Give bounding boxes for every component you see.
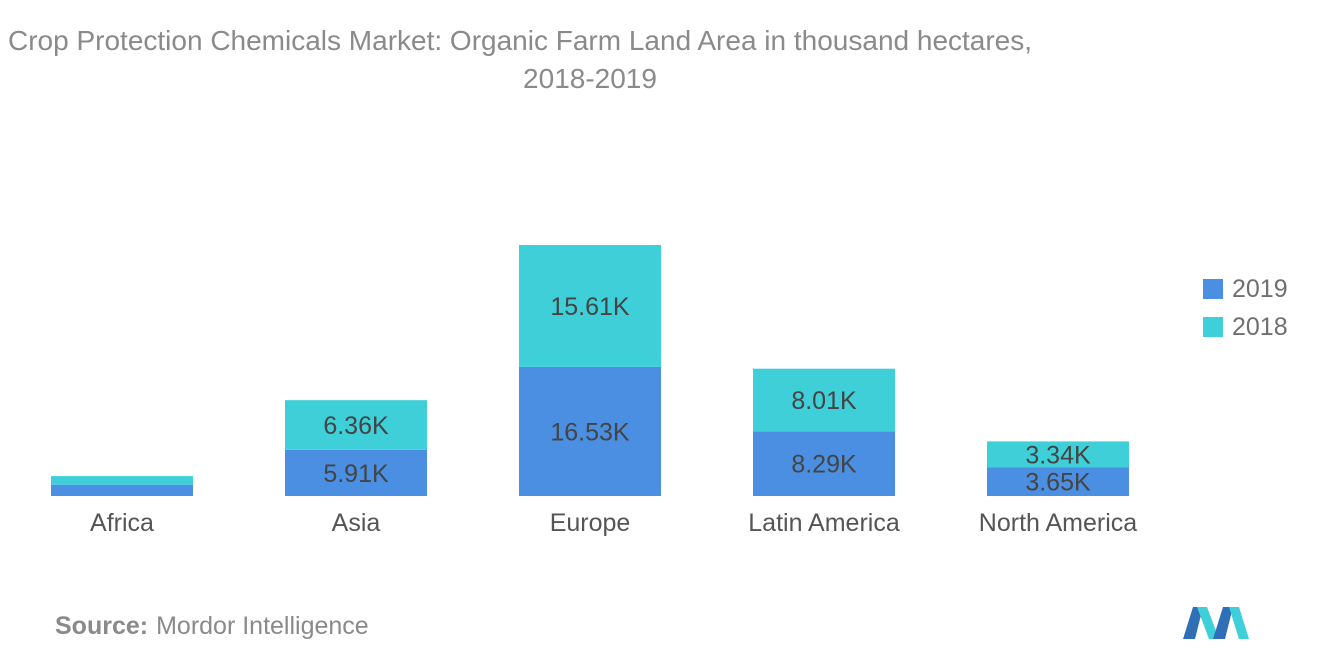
source-text: Mordor Intelligence	[156, 612, 369, 640]
data-label-2019-latin-america: 8.29K	[791, 451, 857, 479]
mordor-intelligence-logo-icon	[1183, 607, 1249, 639]
bar-2019-asia[interactable]	[285, 449, 427, 496]
source-label: Source:	[55, 612, 149, 640]
legend-label-2018: 2018	[1232, 312, 1288, 341]
legend-item-2018[interactable]: 2018	[1203, 308, 1288, 346]
chart-legend: 2019 2018	[1203, 270, 1288, 346]
category-label-north-america: North America	[979, 509, 1137, 537]
chart-title-line-2: 2018-2019	[523, 63, 657, 94]
data-label-2018-europe: 15.61K	[550, 293, 630, 321]
data-label-2018-latin-america: 8.01K	[791, 387, 857, 415]
data-label-2018-north-america: 3.34K	[1025, 441, 1091, 469]
bar-2019-europe[interactable]	[519, 366, 661, 496]
bar-2019-africa[interactable]	[51, 484, 193, 496]
source-note: Source: Mordor Intelligence	[55, 612, 369, 641]
chart-title-line-1: Crop Protection Chemicals Market: Organi…	[8, 25, 1033, 56]
data-label-2019-asia: 5.91K	[323, 460, 389, 488]
bar-2018-africa[interactable]	[51, 476, 193, 485]
legend-label-2019: 2019	[1232, 274, 1288, 303]
bar-2019-latin-america[interactable]	[753, 431, 895, 496]
legend-swatch-2018	[1203, 317, 1223, 337]
legend-item-2019[interactable]: 2019	[1203, 270, 1288, 308]
bar-2018-latin-america[interactable]	[753, 368, 895, 432]
bar-2018-asia[interactable]	[285, 400, 427, 450]
data-label-2019-north-america: 3.65K	[1025, 469, 1091, 497]
data-label-2019-europe: 16.53K	[550, 418, 630, 446]
bar-2018-north-america[interactable]	[987, 441, 1129, 468]
category-label-europe: Europe	[550, 509, 631, 537]
category-label-latin-america: Latin America	[748, 509, 900, 537]
category-label-africa: Africa	[90, 509, 154, 537]
legend-swatch-2019	[1203, 279, 1223, 299]
category-label-asia: Asia	[332, 509, 381, 537]
data-label-2018-asia: 6.36K	[323, 412, 389, 440]
bar-2018-europe[interactable]	[519, 245, 661, 367]
bar-2019-north-america[interactable]	[987, 467, 1129, 496]
